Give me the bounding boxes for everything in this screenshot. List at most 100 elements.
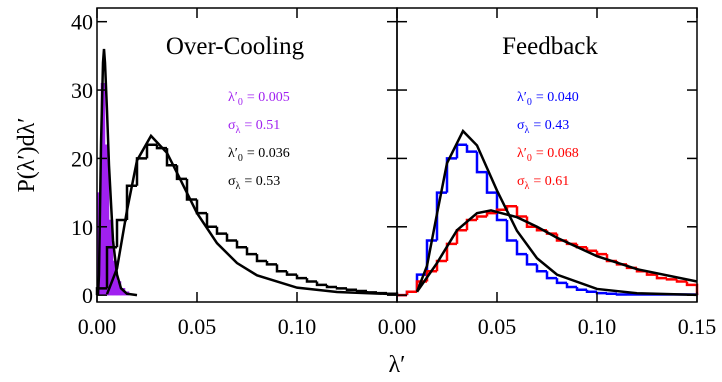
annotation-symbol: σ [228, 118, 236, 133]
annotation: λ′0 = 0.036 [228, 146, 290, 164]
annotation-symbol: λ′ [517, 90, 527, 105]
histogram-step [505, 219, 517, 242]
annotation-subscript: λ [525, 181, 530, 192]
fit-curve [96, 48, 138, 297]
histogram-step [465, 144, 477, 153]
histogram-step [575, 286, 587, 291]
histogram-step [535, 264, 547, 273]
x-tick-label: 0.15 [678, 314, 717, 339]
histogram-step [405, 290, 417, 296]
histogram-step [265, 260, 277, 266]
fit-curve [415, 128, 698, 297]
histogram-step [475, 215, 487, 220]
histogram-step [175, 165, 187, 181]
annotation: λ′0 = 0.068 [517, 146, 579, 164]
annotation-symbol: σ [517, 118, 525, 133]
panel-title: Feedback [502, 33, 598, 60]
annotation-symbol: λ′ [517, 146, 527, 161]
annotation-value: = 0.040 [536, 90, 579, 105]
histogram-step [565, 282, 577, 289]
histogram-step [325, 284, 337, 289]
histogram-step [435, 191, 447, 241]
histogram-step [275, 264, 287, 273]
histogram-step [545, 271, 557, 280]
histogram-step [495, 192, 507, 222]
histogram-step [585, 289, 597, 293]
histogram-step [475, 151, 487, 174]
y-axis-label: P(λ′)dλ′ [14, 117, 40, 192]
histogram-step [525, 254, 537, 266]
histogram-step [345, 288, 357, 291]
annotation: σλ = 0.51 [228, 118, 280, 136]
fit-curve [415, 209, 698, 293]
histogram-step [605, 292, 617, 296]
histogram-step [615, 293, 627, 296]
annotation-subscript: 0 [238, 153, 243, 164]
histogram-step [515, 206, 527, 218]
histogram-step [485, 172, 497, 194]
annotation-value: = 0.43 [533, 118, 569, 133]
histogram-step [445, 242, 457, 261]
histogram-step [305, 278, 317, 283]
plot-frame [396, 7, 698, 303]
annotation-subscript: λ [236, 125, 241, 136]
histogram-step [505, 205, 517, 210]
annotation-symbol: σ [517, 174, 525, 189]
x-tick-label: 0.05 [478, 314, 517, 339]
histogram-step [445, 157, 457, 193]
annotation-symbol: λ′ [228, 146, 238, 161]
x-tick-label: 0.10 [278, 314, 317, 339]
annotation: λ′0 = 0.040 [517, 90, 579, 108]
annotation-subscript: λ [236, 181, 241, 192]
histogram-step [555, 278, 567, 285]
annotation-value: = 0.068 [536, 146, 579, 161]
x-tick-label: 0.00 [78, 314, 117, 339]
histogram-step [525, 216, 537, 229]
y-tick-label: 0 [82, 283, 93, 308]
histogram-step [215, 226, 227, 235]
panel-title: Over-Cooling [166, 33, 305, 60]
histogram-step [115, 218, 127, 248]
histogram-step [465, 218, 477, 231]
annotation: σλ = 0.43 [517, 118, 569, 136]
histogram-step [455, 143, 467, 159]
histogram-step [355, 289, 367, 293]
histogram-step [245, 247, 257, 256]
y-tick-label: 30 [71, 78, 93, 103]
annotation-subscript: λ [525, 125, 530, 136]
histogram-step [315, 281, 327, 287]
histogram-step [145, 143, 157, 159]
histogram-step [335, 286, 347, 290]
annotation-value: = 0.036 [247, 146, 290, 161]
histogram-step [255, 254, 267, 263]
y-tick-label: 20 [71, 146, 93, 171]
annotation-value: = 0.53 [244, 174, 280, 189]
histogram-step [595, 291, 607, 295]
annotation-subscript: 0 [527, 97, 532, 108]
annotation-value: = 0.51 [244, 118, 280, 133]
x-tick-label: 0.05 [178, 314, 217, 339]
annotation: σλ = 0.61 [517, 174, 569, 192]
x-axis-label: λ′ [389, 352, 406, 378]
x-tick-label: 0.00 [378, 314, 417, 339]
histogram-step [675, 279, 687, 283]
annotation: σλ = 0.53 [228, 174, 280, 192]
histogram-step [685, 281, 699, 296]
histogram-step [285, 271, 297, 276]
annotation-subscript: 0 [527, 153, 532, 164]
histogram-step [235, 240, 247, 249]
annotation: λ′0 = 0.005 [228, 90, 290, 108]
histogram-step [225, 233, 237, 242]
histogram-step [515, 240, 527, 256]
histogram-step [185, 178, 197, 201]
x-tick-label: 0.10 [578, 314, 617, 339]
fit-curve [105, 133, 398, 296]
histogram-step [295, 274, 307, 280]
histogram-step [595, 250, 607, 256]
histogram-step [195, 199, 207, 215]
histogram-step [655, 274, 667, 280]
histogram-step [485, 211, 497, 217]
histogram-step [455, 228, 467, 244]
y-tick-label: 40 [71, 10, 93, 35]
